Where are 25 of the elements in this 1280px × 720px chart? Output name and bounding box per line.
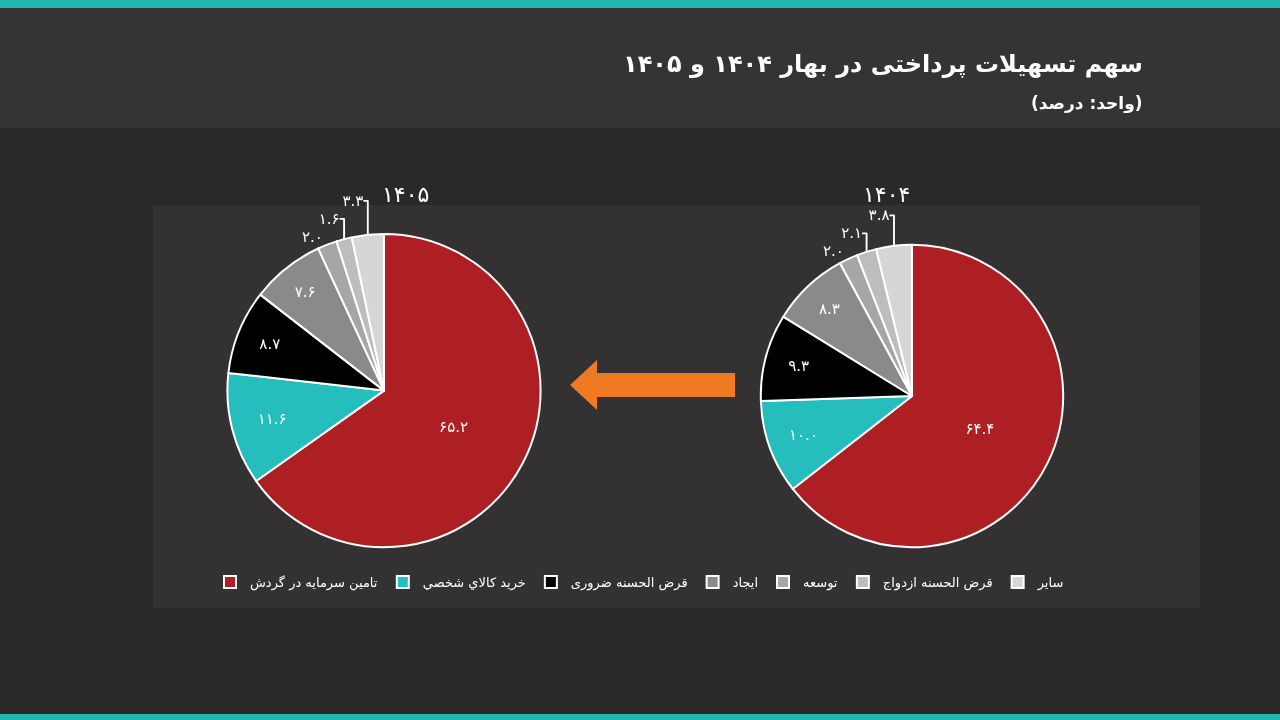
slice-label: ۱۴۰۵ — [382, 182, 430, 207]
data-label: ۲.۰ — [823, 242, 844, 261]
data-label: ۷.۶ — [294, 282, 316, 301]
chart-subtitle: (واحد: درصد) — [1031, 93, 1143, 114]
legend-label: قرض الحسنه ضروری — [570, 575, 688, 592]
data-label: ۱.۶ — [318, 209, 340, 228]
data-label: ۶۴.۴ — [965, 420, 995, 439]
data-label: ۲.۱ — [841, 224, 863, 243]
legend-label: تامین سرمایه در گردش — [250, 575, 378, 592]
chart-title: سهم تسهیلات پرداختی در بهار ۱۴۰۴ و ۱۴۰۵ — [623, 50, 1143, 78]
data-label: ۸.۷ — [259, 335, 281, 354]
legend-label: سایر — [1036, 575, 1064, 592]
data-label: ۱۱.۶ — [257, 410, 287, 429]
legend-label: خريد كالاي شخصي — [422, 575, 526, 592]
data-label: ۶۵.۲ — [439, 417, 469, 436]
data-label: ۳.۸ — [868, 206, 890, 225]
data-label: ۳.۳ — [342, 191, 364, 210]
data-label: ۹.۳ — [788, 356, 810, 375]
legend-label: قرض الحسنه ازدواج — [882, 575, 993, 592]
data-label: ۲.۰ — [301, 227, 323, 246]
data-label: ۱۰.۰ — [788, 426, 818, 445]
data-label: ۸.۳ — [818, 299, 840, 318]
legend-label: توسعه — [803, 575, 838, 592]
slice-label: ۱۴۰۴ — [863, 182, 911, 207]
legend-label: ایجاد — [732, 575, 759, 591]
